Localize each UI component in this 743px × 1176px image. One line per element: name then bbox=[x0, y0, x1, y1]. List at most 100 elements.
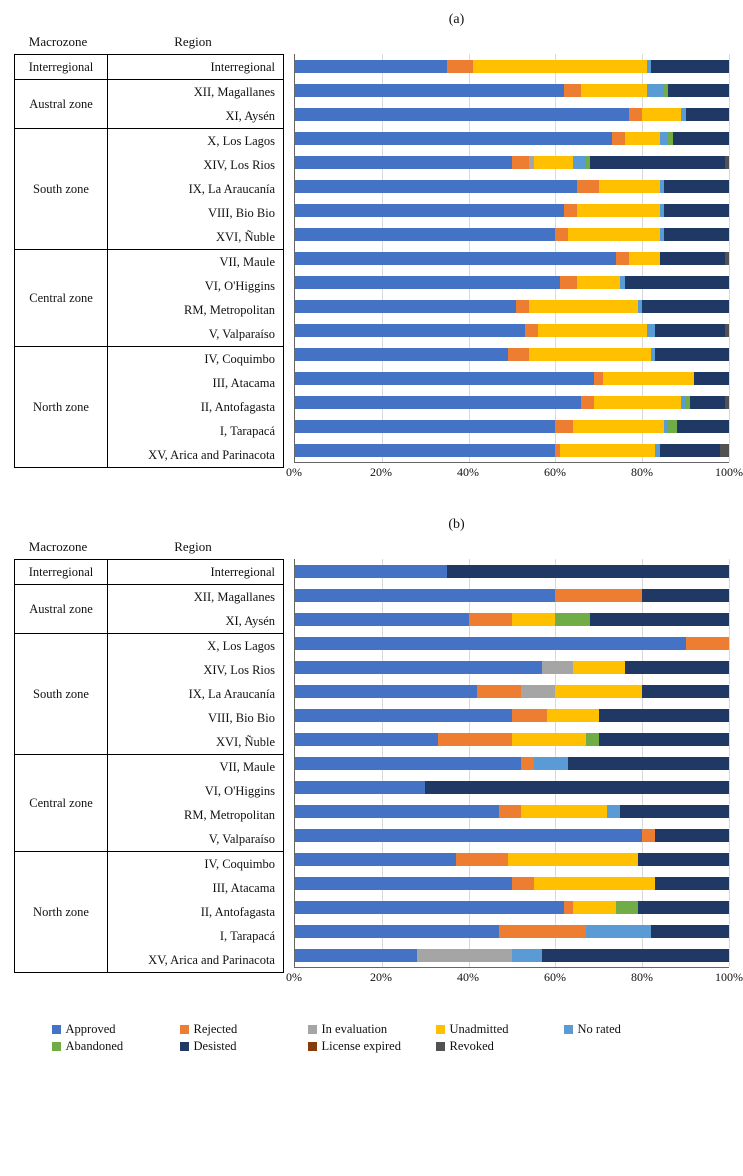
bar-segment-approved bbox=[295, 829, 642, 842]
stacked-bar bbox=[295, 829, 729, 842]
legend-swatch bbox=[180, 1025, 189, 1034]
stacked-bar bbox=[295, 204, 729, 217]
bar-row bbox=[295, 246, 729, 270]
bar-segment-approved bbox=[295, 901, 564, 914]
stacked-bar bbox=[295, 757, 729, 770]
region-label: V, Valparaíso bbox=[108, 827, 283, 851]
bar-segment-no_rated bbox=[512, 949, 542, 962]
bar-segment-revoked bbox=[725, 156, 729, 169]
zone-name: Interregional bbox=[15, 55, 108, 79]
x-tick-label: 60% bbox=[544, 970, 566, 985]
bar-segment-rejected bbox=[629, 108, 642, 121]
zone-row: Austral zoneXII, MagallanesXI, Aysén bbox=[15, 80, 283, 129]
gridline bbox=[729, 54, 730, 462]
bar-row bbox=[295, 655, 729, 679]
bar-segment-desisted bbox=[664, 228, 729, 241]
bar-segment-desisted bbox=[638, 853, 729, 866]
bar-segment-desisted bbox=[686, 108, 729, 121]
bar-segment-rejected bbox=[686, 637, 729, 650]
x-tick-label: 40% bbox=[457, 465, 479, 480]
bar-row bbox=[295, 631, 729, 655]
legend-swatch bbox=[308, 1042, 317, 1051]
region-label: I, Tarapacá bbox=[108, 924, 283, 948]
bar-segment-unadmitted bbox=[534, 156, 573, 169]
bar-row bbox=[295, 775, 729, 799]
bar-segment-rejected bbox=[642, 829, 655, 842]
bar-segment-rejected bbox=[577, 180, 599, 193]
region-label: IV, Coquimbo bbox=[108, 852, 283, 876]
bar-segment-rejected bbox=[499, 925, 586, 938]
region-label: V, Valparaíso bbox=[108, 322, 283, 346]
bar-row bbox=[295, 270, 729, 294]
legend-label: Unadmitted bbox=[450, 1022, 509, 1037]
bar-segment-desisted bbox=[651, 60, 729, 73]
stacked-bar bbox=[295, 805, 729, 818]
bar-segment-unadmitted bbox=[642, 108, 681, 121]
bar-segment-unadmitted bbox=[573, 420, 664, 433]
region-label: I, Tarapacá bbox=[108, 419, 283, 443]
zone-name: Austral zone bbox=[15, 585, 108, 633]
bar-segment-rejected bbox=[438, 733, 512, 746]
x-tick-label: 60% bbox=[544, 465, 566, 480]
region-label: XII, Magallanes bbox=[108, 80, 283, 104]
zone-name: South zone bbox=[15, 129, 108, 249]
zone-row: Central zoneVII, MauleVI, O'HigginsRM, M… bbox=[15, 755, 283, 852]
stacked-bar bbox=[295, 781, 729, 794]
bar-segment-abandoned bbox=[668, 420, 677, 433]
bar-row bbox=[295, 294, 729, 318]
bar-segment-desisted bbox=[655, 324, 724, 337]
bar-segment-rejected bbox=[555, 589, 642, 602]
bar-segment-rejected bbox=[555, 228, 568, 241]
bar-segment-approved bbox=[295, 84, 564, 97]
legend-label: Approved bbox=[66, 1022, 116, 1037]
bar-segment-approved bbox=[295, 685, 477, 698]
panel-a-chart: 0%20%40%60%80%100% bbox=[284, 34, 729, 483]
bar-row bbox=[295, 150, 729, 174]
bar-segment-rejected bbox=[555, 420, 572, 433]
y-header: Macrozone Region bbox=[14, 34, 284, 54]
bar-row bbox=[295, 607, 729, 631]
bar-segment-rejected bbox=[564, 84, 581, 97]
x-tick-label: 20% bbox=[370, 465, 392, 480]
region-label: III, Atacama bbox=[108, 371, 283, 395]
bar-segment-unadmitted bbox=[594, 396, 681, 409]
bar-segment-no_rated bbox=[647, 84, 664, 97]
region-label: XII, Magallanes bbox=[108, 585, 283, 609]
bar-row bbox=[295, 438, 729, 462]
panel-a-xaxis: 0%20%40%60%80%100% bbox=[294, 463, 729, 483]
stacked-bar bbox=[295, 60, 729, 73]
bar-segment-revoked bbox=[720, 444, 729, 457]
bar-segment-approved bbox=[295, 60, 447, 73]
bar-segment-in_evaluation bbox=[521, 685, 556, 698]
region-label: II, Antofagasta bbox=[108, 900, 283, 924]
panel-a-y-table: Macrozone Region InterregionalInterregio… bbox=[14, 34, 284, 483]
region-list: IV, CoquimboIII, AtacamaII, AntofagastaI… bbox=[108, 852, 283, 972]
bar-segment-desisted bbox=[651, 925, 729, 938]
panel-b-y-table: Macrozone Region InterregionalInterregio… bbox=[14, 539, 284, 988]
region-label: VI, O'Higgins bbox=[108, 274, 283, 298]
zone-row: InterregionalInterregional bbox=[15, 560, 283, 585]
bar-segment-unadmitted bbox=[581, 84, 646, 97]
bar-row bbox=[295, 703, 729, 727]
bar-segment-revoked bbox=[725, 252, 729, 265]
gridline bbox=[729, 559, 730, 967]
region-list: Interregional bbox=[108, 55, 283, 79]
zone-row: North zoneIV, CoquimboIII, AtacamaII, An… bbox=[15, 347, 283, 467]
bar-segment-in_evaluation bbox=[417, 949, 512, 962]
bar-segment-unadmitted bbox=[534, 877, 656, 890]
bar-segment-unadmitted bbox=[521, 805, 608, 818]
x-tick-label: 100% bbox=[715, 970, 743, 985]
legend-item-approved: Approved bbox=[52, 1022, 180, 1037]
stacked-bar bbox=[295, 348, 729, 361]
bar-row bbox=[295, 54, 729, 78]
bar-segment-no_rated bbox=[573, 156, 586, 169]
bar-segment-desisted bbox=[642, 685, 729, 698]
bar-segment-rejected bbox=[581, 396, 594, 409]
bar-segment-rejected bbox=[564, 901, 573, 914]
panel-b: Macrozone Region InterregionalInterregio… bbox=[14, 539, 729, 988]
region-list: VII, MauleVI, O'HigginsRM, MetropolitanV… bbox=[108, 250, 283, 346]
header-macrozone: Macrozone bbox=[14, 539, 102, 559]
region-label: IX, La Araucanía bbox=[108, 177, 283, 201]
region-label: RM, Metropolitan bbox=[108, 298, 283, 322]
region-list: VII, MauleVI, O'HigginsRM, MetropolitanV… bbox=[108, 755, 283, 851]
